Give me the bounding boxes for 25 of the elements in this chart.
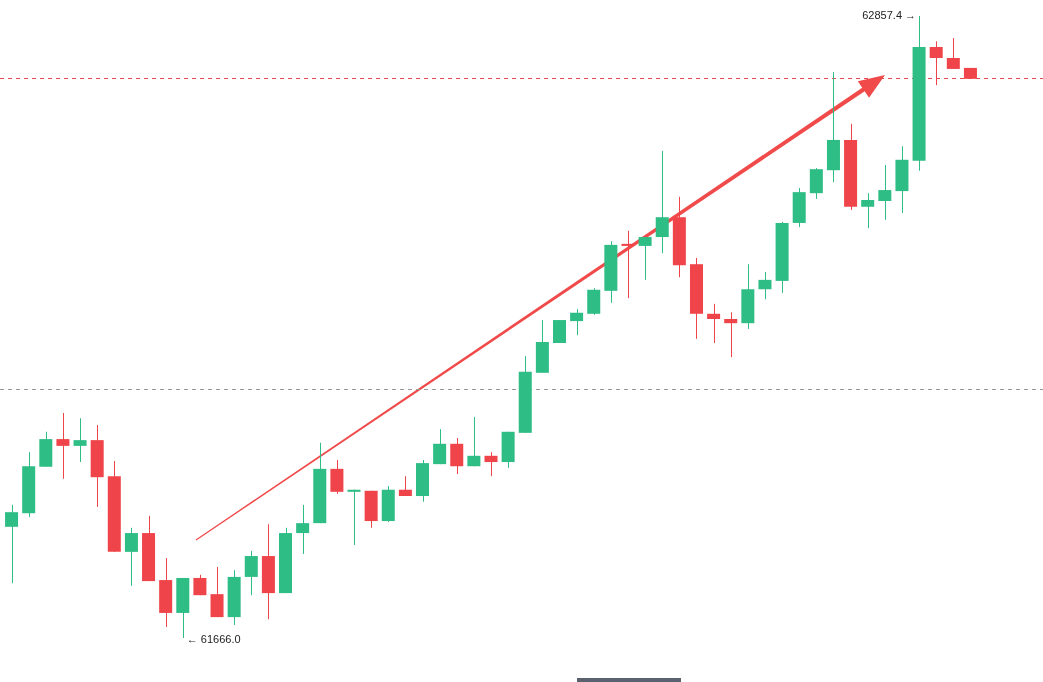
candlestick bbox=[296, 504, 310, 555]
candlestick bbox=[56, 412, 70, 480]
candlestick bbox=[5, 504, 19, 584]
candlestick bbox=[484, 451, 498, 477]
candlestick bbox=[861, 192, 875, 229]
candlestick bbox=[878, 164, 892, 221]
candlestick bbox=[621, 230, 635, 299]
candlestick bbox=[724, 311, 738, 358]
candlestick bbox=[467, 416, 481, 467]
candlestick bbox=[433, 428, 447, 465]
candlestick bbox=[124, 527, 138, 587]
candlestick bbox=[758, 271, 772, 300]
annotation: 62857.4 → bbox=[862, 9, 917, 22]
candlestick bbox=[347, 489, 361, 546]
candlestick bbox=[244, 550, 258, 596]
candlestick bbox=[570, 308, 584, 336]
candlestick bbox=[638, 236, 652, 281]
candlestick bbox=[655, 150, 669, 254]
candlestick bbox=[946, 37, 960, 70]
candlestick bbox=[450, 437, 464, 475]
candlestick bbox=[210, 566, 224, 618]
annotation: ← 61666.0 bbox=[186, 633, 241, 646]
candlestick bbox=[73, 417, 87, 463]
candlestick bbox=[330, 459, 344, 495]
candlestick bbox=[707, 303, 721, 344]
